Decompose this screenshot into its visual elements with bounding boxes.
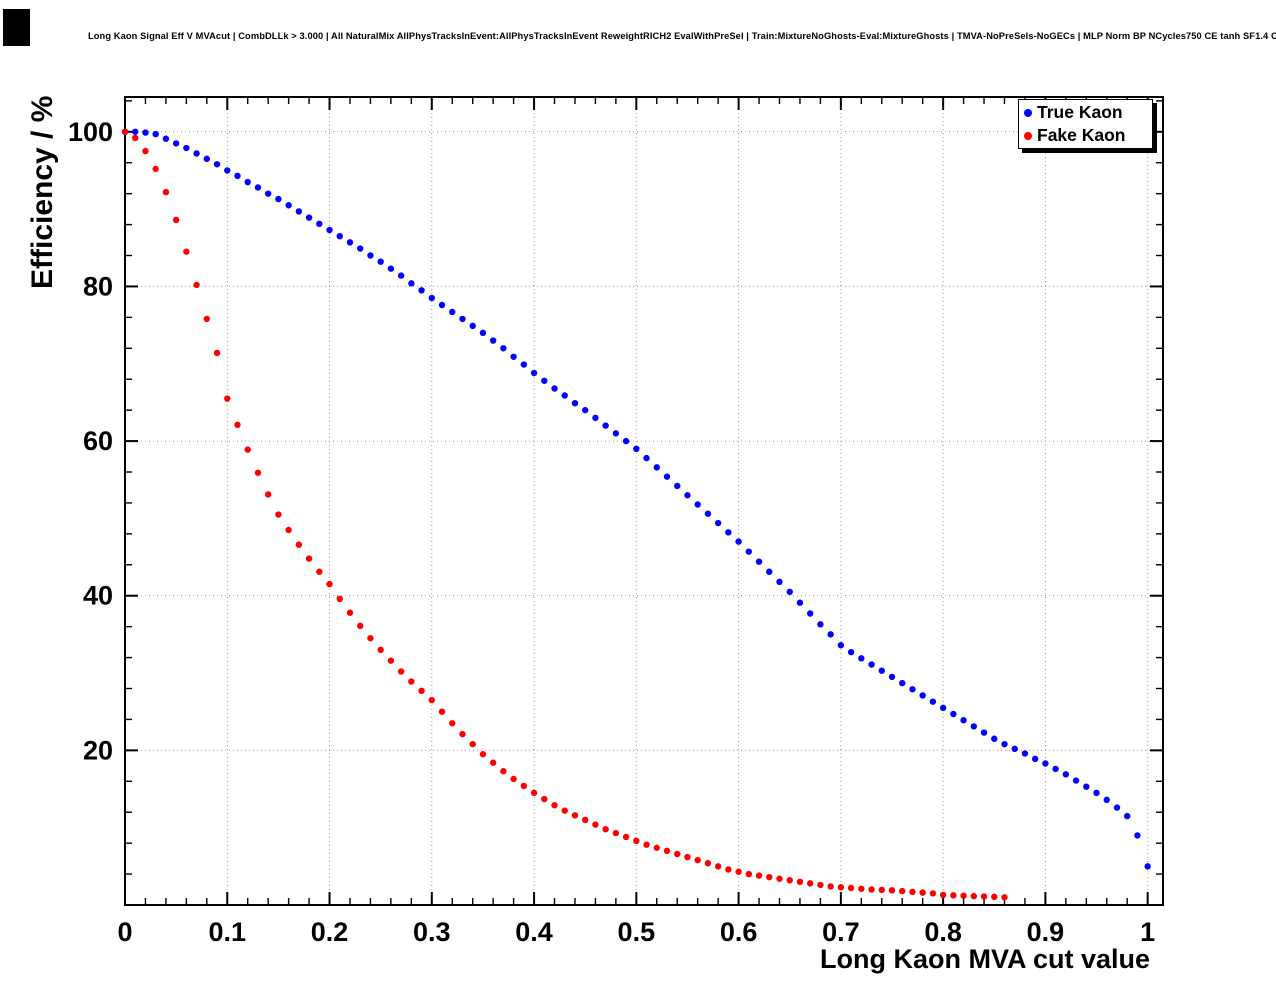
x-axis-title: Long Kaon MVA cut value bbox=[819, 944, 1150, 974]
legend: True Kaon Fake Kaon bbox=[1018, 99, 1153, 149]
svg-text:0.2: 0.2 bbox=[311, 917, 349, 947]
svg-text:20: 20 bbox=[83, 735, 113, 765]
true-kaon-marker-icon bbox=[1024, 108, 1032, 117]
svg-text:0.4: 0.4 bbox=[515, 917, 553, 947]
legend-label-true-kaon: True Kaon bbox=[1037, 102, 1123, 122]
legend-item-fake-kaon: Fake Kaon bbox=[1019, 124, 1152, 147]
corner-marker bbox=[3, 9, 30, 46]
svg-text:0.5: 0.5 bbox=[618, 917, 656, 947]
svg-text:1: 1 bbox=[1140, 917, 1155, 947]
svg-text:0.8: 0.8 bbox=[924, 917, 962, 947]
svg-text:0: 0 bbox=[117, 917, 132, 947]
legend-item-true-kaon: True Kaon bbox=[1019, 101, 1152, 124]
svg-text:100: 100 bbox=[68, 117, 113, 147]
svg-text:0.9: 0.9 bbox=[1027, 917, 1065, 947]
legend-label-fake-kaon: Fake Kaon bbox=[1037, 125, 1126, 145]
svg-text:60: 60 bbox=[83, 426, 113, 456]
svg-text:0.3: 0.3 bbox=[413, 917, 451, 947]
svg-text:0.7: 0.7 bbox=[822, 917, 860, 947]
svg-text:0.6: 0.6 bbox=[720, 917, 758, 947]
plot-title: Long Kaon Signal Eff V MVAcut | CombDLLk… bbox=[88, 31, 1276, 41]
svg-text:80: 80 bbox=[83, 271, 113, 301]
fake-kaon-marker-icon bbox=[1024, 131, 1032, 140]
svg-text:0.1: 0.1 bbox=[208, 917, 246, 947]
svg-text:40: 40 bbox=[83, 581, 113, 611]
